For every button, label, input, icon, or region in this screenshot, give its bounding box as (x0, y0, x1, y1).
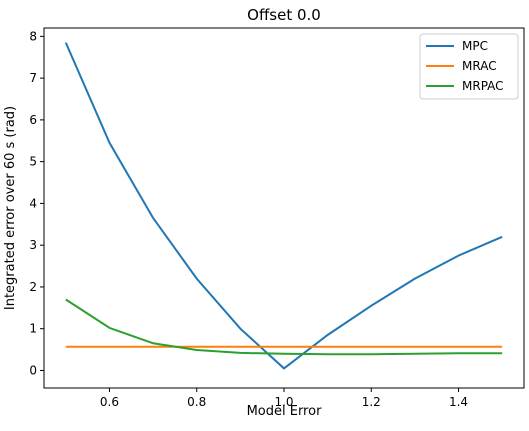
x-tick-label: 1.4 (449, 395, 468, 409)
y-tick-label: 1 (29, 322, 37, 336)
legend: MPC MRAC MRPAC (419, 33, 519, 100)
series-lines (64, 42, 503, 370)
y-tick-label: 7 (29, 71, 37, 85)
series-line-mpc (64, 42, 503, 370)
x-axis-label: Model Error (247, 404, 323, 419)
y-tick-label: 0 (29, 363, 37, 377)
series-line-mrpac (65, 298, 503, 356)
y-tick-label: 6 (29, 113, 37, 127)
legend-label-mrpac: MRPAC (462, 79, 504, 93)
x-tick-label: 0.8 (187, 395, 206, 409)
y-tick-label: 5 (29, 155, 37, 169)
chart-title: Offset 0.0 (247, 6, 321, 24)
x-tick-label: 1.2 (362, 395, 381, 409)
legend-label-mpc: MPC (462, 39, 488, 53)
y-axis-label: Integrated error over 60 s (rad) (3, 106, 18, 310)
y-tick-label: 3 (29, 238, 37, 252)
axis-ticks: 0.6 0.8 1.0 1.2 1.4 0 1 2 3 4 5 6 7 8 (29, 29, 468, 409)
x-tick-label: 0.6 (100, 395, 119, 409)
y-tick-label: 8 (29, 29, 37, 43)
x-tick-label: 1.0 (274, 395, 293, 409)
y-tick-label: 2 (29, 280, 37, 294)
y-tick-label: 4 (29, 196, 37, 210)
legend-box (419, 33, 519, 100)
legend-label-mrac: MRAC (462, 59, 497, 73)
